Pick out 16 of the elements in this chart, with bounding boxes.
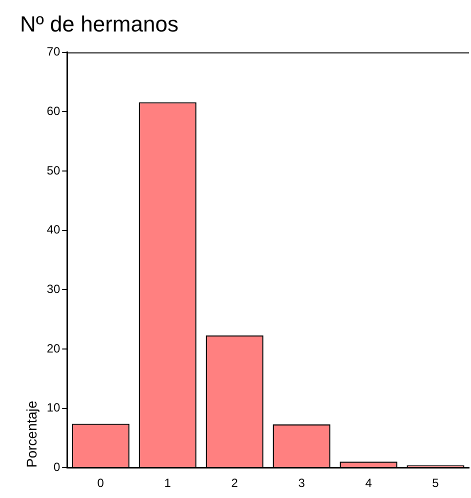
- x-tick-label: 5: [432, 476, 440, 490]
- y-tick-label: 50: [46, 163, 60, 178]
- x-tick-label: 2: [231, 476, 238, 490]
- y-tick-label: 20: [46, 341, 60, 356]
- chart-title: Nº de hermanos: [20, 11, 178, 36]
- y-tick-label: 10: [46, 400, 60, 415]
- x-tick-label: 0: [97, 476, 104, 490]
- x-tick-label: 4: [365, 476, 372, 490]
- y-tick-label: 0: [53, 460, 60, 474]
- x-tick-label: 1: [164, 476, 172, 490]
- y-tick-label: 40: [46, 222, 60, 237]
- x-tick-label: 3: [298, 476, 306, 490]
- y-tick-label: 70: [46, 44, 60, 59]
- y-tick-label: 30: [46, 282, 60, 296]
- y-tick-label: 60: [46, 104, 60, 118]
- y-axis-title: Porcentaje: [23, 400, 40, 468]
